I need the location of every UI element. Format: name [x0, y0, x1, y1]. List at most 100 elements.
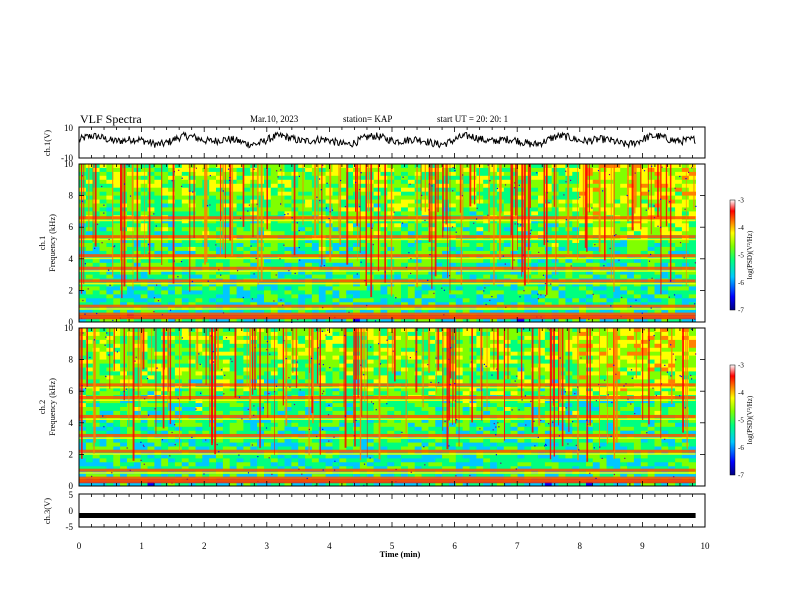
spectrogram-cell [325, 239, 333, 244]
spectrogram-cell [270, 286, 278, 291]
spectrogram-cell [592, 282, 600, 287]
spectrogram-speckle [96, 312, 98, 315]
spectrogram-cell [688, 231, 696, 236]
spectrogram-cell [681, 183, 690, 189]
spectrogram-cell [359, 195, 368, 200]
spectrogram-cell [449, 274, 457, 279]
spectrogram-cell [414, 195, 422, 200]
spectrogram-cell [168, 203, 176, 208]
spectrogram-cell [620, 258, 628, 264]
spectrogram-cell [675, 243, 683, 248]
spectrogram-cell [469, 318, 477, 323]
spectrogram-cell [154, 199, 162, 204]
spectrogram-cell [154, 351, 162, 356]
spectrogram-cell [373, 298, 381, 303]
spectrogram-cell [517, 258, 525, 264]
spectrogram-cell [599, 290, 607, 295]
spectrogram-cell [127, 466, 135, 471]
spectrogram-cell [195, 239, 203, 244]
spectrogram-cell [174, 399, 183, 404]
spectrogram-cell [92, 250, 100, 256]
spectrogram-cell [202, 454, 210, 459]
spectrogram-cell [154, 458, 162, 463]
spectrogram-cell [174, 211, 183, 216]
spectrogram-cell [147, 458, 155, 463]
spectrogram-cell [222, 164, 231, 169]
spectrogram-cell [572, 199, 580, 204]
spectrogram-cell [298, 203, 306, 208]
spectrogram-cell [305, 274, 313, 279]
spectrogram-cell [161, 482, 169, 487]
spectrogram-speckle [429, 254, 431, 256]
spectrogram-speckle [356, 273, 358, 275]
spectrogram-cell [579, 302, 587, 307]
spectrogram-cell [106, 422, 114, 428]
spectrogram-cell [592, 179, 600, 185]
spectrogram-cell [147, 187, 155, 192]
spectrogram-cell [613, 231, 621, 236]
spectrogram-cell [661, 164, 669, 169]
spectrogram-cell [216, 262, 224, 268]
spectrogram-cell [181, 258, 189, 264]
spectrogram-cell [586, 219, 594, 224]
spectrogram-cell [209, 164, 217, 169]
spectrogram-cell [99, 410, 107, 416]
spectrogram-cell [154, 290, 162, 295]
spectrogram-cell [284, 223, 292, 228]
spectrogram-cell [188, 430, 196, 435]
spectrogram-cell [544, 211, 553, 216]
spectrogram-cell [181, 318, 189, 323]
spectrogram-cell [168, 250, 176, 256]
spectrogram-cell [106, 219, 114, 224]
spectrogram-cell [572, 258, 580, 264]
spectrogram-cell [359, 258, 368, 264]
spectrogram-cell [586, 246, 594, 252]
spectrogram-cell [85, 164, 94, 169]
spectrogram-cell [147, 195, 155, 200]
spectrogram-cell [332, 298, 340, 303]
spectrogram-speckle [626, 194, 628, 197]
spectrogram-speckle [504, 184, 507, 186]
spectrogram-cell [154, 331, 162, 337]
spectrogram-cell [161, 187, 169, 192]
spectrogram-cell [120, 430, 128, 435]
spectrogram-speckle [428, 209, 430, 211]
spectrogram-cell [99, 199, 107, 204]
spectrogram-cell [599, 191, 607, 196]
spectrogram-cell [174, 351, 183, 356]
spectrogram-cell [538, 164, 546, 169]
spectrogram-cell [613, 179, 621, 185]
spectrogram-speckle [101, 185, 103, 188]
spectrogram-cell [85, 363, 94, 368]
spectrogram-cell [353, 258, 361, 264]
spectrogram-cell [277, 203, 285, 208]
spectrogram-sferic [515, 164, 517, 216]
spectrogram-cell [236, 274, 244, 279]
spectrogram-cell [85, 426, 94, 432]
spectrogram-cell [127, 422, 135, 428]
spectrogram-cell [195, 286, 203, 291]
spectrogram-cell [195, 418, 203, 424]
spectrogram-cell [503, 164, 511, 169]
spectrogram-cell [127, 191, 135, 196]
spectrogram-cell [222, 294, 231, 299]
spectrogram-cell [675, 203, 683, 208]
spectrogram-cell [99, 187, 107, 192]
spectrogram-cell [181, 175, 189, 181]
spectrogram-cell [544, 239, 553, 244]
spectrogram-cell [161, 466, 169, 471]
spectrogram-cell [414, 227, 422, 232]
spectrogram-speckle [325, 207, 327, 209]
spectrogram-cell [161, 391, 169, 396]
spectrogram-cell [325, 191, 333, 196]
spectrogram-cell [668, 164, 676, 169]
spectrogram-cell [633, 175, 642, 181]
spectrogram-cell [133, 294, 141, 299]
spectrogram-cell [531, 282, 539, 287]
spectrogram-cell [181, 203, 189, 208]
spectrogram-cell [243, 318, 251, 323]
spectrogram-cell [229, 262, 237, 268]
spectrogram-cell [544, 171, 553, 177]
spectrogram-cell [681, 290, 690, 295]
